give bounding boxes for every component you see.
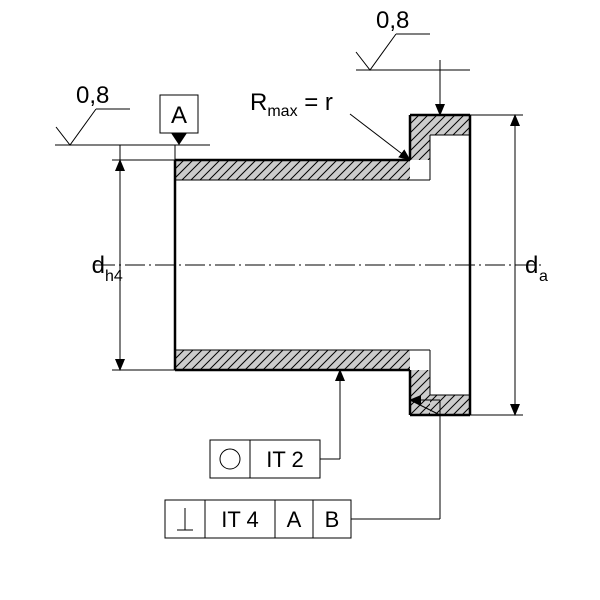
svg-text:A: A	[171, 102, 187, 129]
svg-text:d: d	[525, 252, 538, 279]
svg-text:Rmax = r: Rmax = r	[250, 89, 333, 120]
svg-text:d: d	[92, 252, 105, 279]
svg-text:A: A	[287, 507, 302, 532]
svg-text:0,8: 0,8	[76, 82, 109, 109]
svg-text:IT 2: IT 2	[266, 447, 304, 472]
svg-text:0,8: 0,8	[376, 7, 409, 34]
svg-text:h4: h4	[105, 268, 123, 285]
svg-text:B: B	[325, 507, 340, 532]
svg-text:a: a	[539, 268, 548, 285]
svg-text:IT 4: IT 4	[221, 507, 259, 532]
